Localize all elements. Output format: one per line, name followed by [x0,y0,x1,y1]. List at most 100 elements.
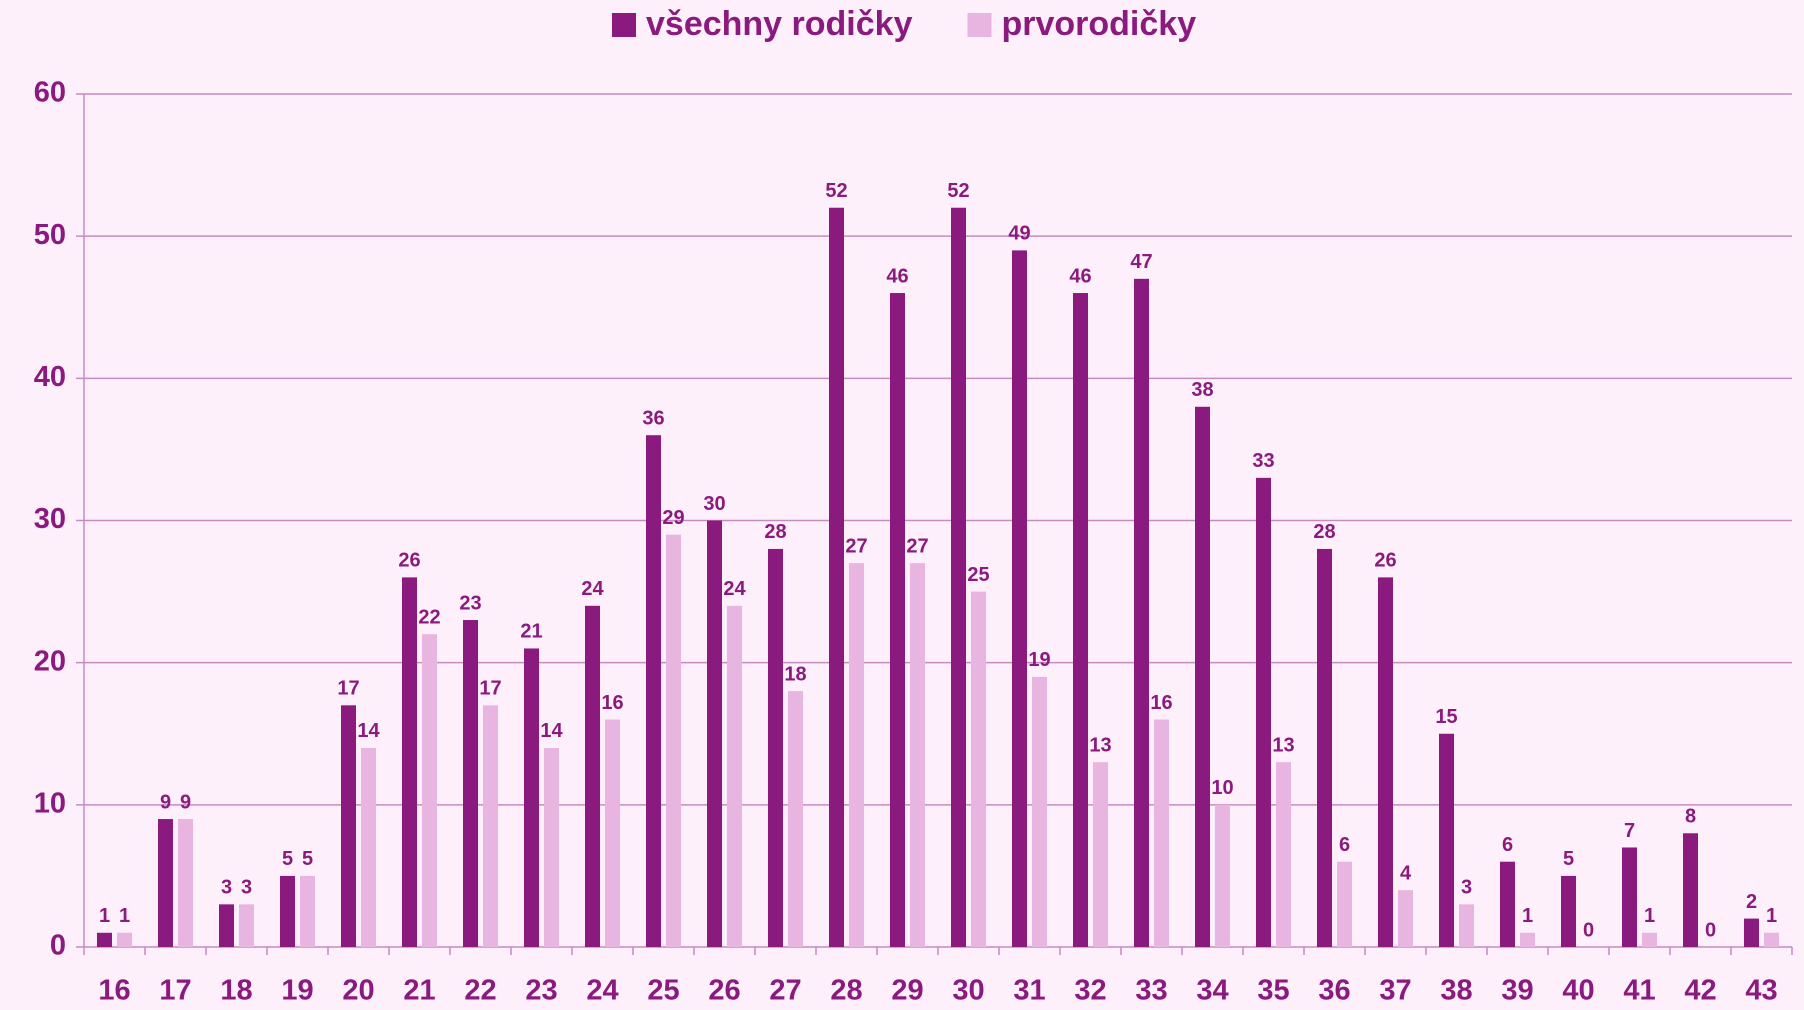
bar [1764,932,1779,947]
x-tick-label: 17 [159,975,191,1007]
bar [524,648,539,947]
value-label: 5 [302,848,313,870]
bar [1215,804,1230,947]
value-label: 5 [282,848,293,870]
x-tick-label: 43 [1745,975,1777,1007]
x-tick-label: 33 [1135,975,1167,1007]
bar [1195,406,1210,947]
bar [158,819,173,947]
value-label: 17 [337,678,359,700]
value-label: 27 [906,535,928,557]
value-label: 52 [825,180,847,202]
value-label: 2 [1746,891,1757,913]
bar [117,932,132,947]
y-tick-label: 60 [34,77,66,109]
y-tick-label: 20 [34,645,66,677]
bar [585,605,600,947]
x-tick-label: 25 [647,975,679,1007]
value-label: 10 [1211,777,1233,799]
bar [1154,719,1169,947]
value-label: 1 [1522,905,1533,927]
value-label: 22 [418,607,440,629]
value-label: 1 [1644,905,1655,927]
value-label: 27 [845,535,867,557]
bar [402,577,417,947]
value-label: 29 [662,507,684,529]
value-label: 47 [1130,251,1152,273]
value-label: 3 [1461,877,1472,899]
bar [300,875,315,947]
x-tick-label: 16 [98,975,130,1007]
value-label: 24 [581,578,604,600]
value-label: 9 [160,791,171,813]
bar [544,747,559,947]
value-label: 46 [1069,265,1091,287]
value-label: 1 [99,905,110,927]
value-label: 4 [1400,862,1412,884]
bar [849,563,864,947]
value-label: 16 [1150,692,1172,714]
value-label: 52 [947,180,969,202]
value-label: 14 [540,720,563,742]
x-tick-label: 19 [281,975,313,1007]
bar [1459,904,1474,947]
value-label: 0 [1705,919,1716,941]
bar [666,534,681,947]
bar [178,819,193,947]
bar [422,634,437,947]
bar [483,705,498,947]
x-tick-label: 36 [1318,975,1350,1007]
bar [1134,278,1149,948]
bar [280,875,295,947]
x-tick-label: 41 [1623,975,1655,1007]
value-label: 1 [1766,905,1777,927]
value-label: 3 [241,877,252,899]
legend-swatch [612,13,636,37]
x-tick-label: 37 [1379,975,1411,1007]
value-label: 0 [1583,919,1594,941]
bar [1520,932,1535,947]
x-tick-label: 34 [1196,975,1228,1007]
bar [341,705,356,947]
bar [768,548,783,947]
value-label: 5 [1563,848,1574,870]
value-label: 18 [784,663,806,685]
bar [605,719,620,947]
bar [239,904,254,947]
y-tick-label: 10 [34,787,66,819]
value-label: 21 [520,621,542,643]
bar [1317,548,1332,947]
bar [97,932,112,947]
x-tick-label: 35 [1257,975,1289,1007]
value-label: 28 [764,521,786,543]
value-label: 15 [1435,706,1457,728]
bar [707,520,722,947]
x-tick-label: 20 [342,975,374,1007]
bar [1378,577,1393,947]
legend-label: všechny rodičky [646,5,913,43]
value-label: 19 [1028,649,1050,671]
value-label: 9 [180,791,191,813]
value-label: 26 [398,550,420,572]
x-tick-label: 29 [891,975,923,1007]
bar [890,293,905,947]
x-tick-label: 30 [952,975,984,1007]
bar [1500,861,1515,947]
value-label: 49 [1008,223,1030,245]
value-label: 28 [1313,521,1335,543]
value-label: 13 [1272,734,1294,756]
bar [829,207,844,947]
bar [1276,762,1291,947]
legend-label: prvorodičky [1001,5,1196,43]
value-label: 7 [1624,820,1635,842]
x-tick-label: 21 [403,975,435,1007]
bar [1337,861,1352,947]
y-tick-label: 40 [34,361,66,393]
bar [1012,250,1027,948]
value-label: 3 [221,877,232,899]
value-label: 14 [357,720,380,742]
bar [1032,676,1047,947]
x-tick-label: 24 [586,975,618,1007]
bar [727,605,742,947]
value-label: 26 [1374,550,1396,572]
